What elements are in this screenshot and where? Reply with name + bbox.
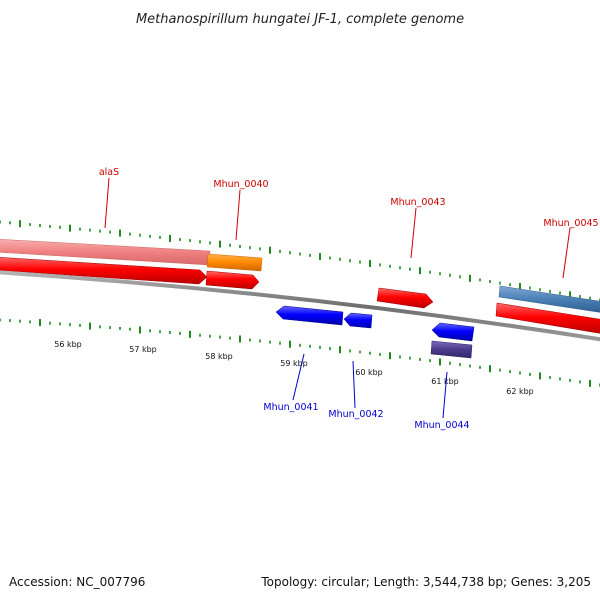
gene-label-alaS[interactable]: alaS	[99, 167, 119, 178]
feature-Mhun_0045-cds[interactable]	[495, 302, 600, 334]
gene-label-Mhun_0043[interactable]: Mhun_0043	[390, 197, 445, 208]
leader-Mhun_0042	[352, 360, 356, 409]
feature-alaS-cds[interactable]	[0, 257, 208, 285]
leader-Mhun_0041	[292, 353, 305, 401]
gene-label-Mhun_0042[interactable]: Mhun_0042	[328, 409, 383, 420]
label-leaders	[104, 177, 571, 419]
gene-label-Mhun_0041[interactable]: Mhun_0041	[263, 402, 318, 413]
feature-Mhun_0041[interactable]	[275, 305, 344, 326]
accession-text: Accession: NC_007796	[9, 575, 145, 589]
map-title: Methanospirillum hungatei JF-1, complete…	[136, 12, 464, 27]
feature-Mhun_0043[interactable]	[376, 287, 434, 309]
gene-label-Mhun_0045[interactable]: Mhun_0045	[543, 218, 598, 229]
genome-summary-text: Topology: circular; Length: 3,544,738 bp…	[260, 575, 591, 589]
scale-label-60kbp: 60 kbp	[355, 368, 383, 377]
feature-Mhun_0044[interactable]	[431, 322, 475, 342]
outer-tick-marks	[0, 220, 600, 302]
scale-label-61kbp: 61 kbp	[431, 377, 459, 386]
gene-label-Mhun_0040[interactable]: Mhun_0040	[213, 179, 268, 190]
feature-Mhun_0042[interactable]	[343, 312, 373, 329]
scale-label-59kbp: 59 kbp	[280, 359, 308, 368]
feature-Mhun_0040-cds[interactable]	[205, 270, 260, 290]
leader-Mhun_0044	[442, 371, 448, 419]
leader-alaS	[104, 177, 110, 229]
scale-label-58kbp: 58 kbp	[205, 352, 233, 361]
feature-Mhun_0044-rna[interactable]	[430, 340, 473, 359]
leader-Mhun_0043	[410, 207, 417, 259]
scale-label-56kbp: 56 kbp	[54, 340, 82, 349]
feature-Mhun_0045-rna[interactable]	[498, 285, 600, 313]
genome-backbone	[0, 270, 600, 342]
inner-tick-marks	[0, 318, 600, 387]
leader-Mhun_0040	[235, 189, 241, 241]
scale-label-57kbp: 57 kbp	[129, 345, 157, 354]
gene-label-Mhun_0044[interactable]: Mhun_0044	[414, 420, 469, 431]
feature-Mhun_0040-rna[interactable]	[206, 253, 263, 272]
scale-label-62kbp: 62 kbp	[506, 387, 534, 396]
leader-Mhun_0045	[562, 227, 571, 279]
